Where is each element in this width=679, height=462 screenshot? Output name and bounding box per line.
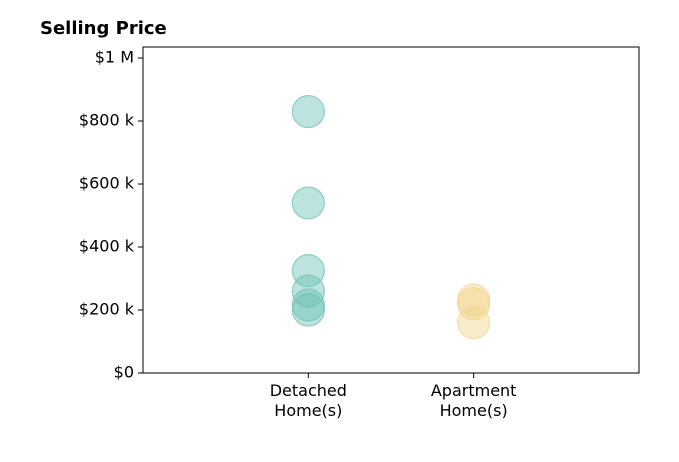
y-tick-label: $800 k: [79, 111, 135, 130]
y-tick-label: $0: [114, 363, 134, 382]
x-tick-label: Detached Home(s): [269, 381, 347, 420]
y-tick-label: $400 k: [79, 237, 135, 256]
y-tick-label: $600 k: [79, 174, 135, 193]
dot: [291, 293, 325, 327]
dot: [291, 94, 325, 129]
chart-title: Selling Price: [40, 18, 167, 39]
dot: [457, 287, 491, 321]
y-tick-label: $1 M: [95, 48, 134, 67]
dot: [457, 306, 491, 340]
x-tick-label: Apartment Home(s): [430, 381, 517, 420]
dot: [291, 186, 325, 220]
y-tick-label: $200 k: [79, 300, 135, 319]
dot: [291, 254, 325, 288]
dot: [291, 274, 325, 308]
plot-frame: [142, 46, 640, 374]
dot: [291, 288, 325, 322]
